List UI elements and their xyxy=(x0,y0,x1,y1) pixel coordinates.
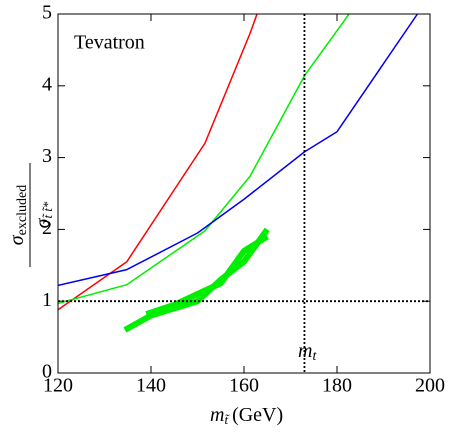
y-tick-label: 1 xyxy=(42,289,52,311)
y-tick-label: 5 xyxy=(42,2,52,24)
series-line xyxy=(123,227,270,333)
series-line xyxy=(145,234,269,317)
annotation-sub: t xyxy=(312,349,317,364)
x-label-unit: (GeV) xyxy=(232,404,283,426)
x-tick-label: 160 xyxy=(229,375,259,397)
series-line xyxy=(58,14,419,287)
x-label-main: m xyxy=(210,404,224,426)
x-tick-label: 140 xyxy=(136,375,166,397)
y-den-sub: t̃ t̃* xyxy=(40,201,55,218)
y-tick-label: 0 xyxy=(42,361,52,383)
y-num-sub: excluded xyxy=(15,185,30,236)
x-tick-label: 120 xyxy=(43,375,73,397)
annotation: mt xyxy=(298,340,317,365)
series-line xyxy=(58,14,350,305)
series-line xyxy=(58,14,258,311)
y-label-denominator: σt̃ t̃* xyxy=(32,201,55,228)
y-den-main: σ xyxy=(32,217,54,228)
annotation: Tevatron xyxy=(74,32,145,54)
y-tick-label: 3 xyxy=(42,145,52,167)
y-label-numerator: σexcluded xyxy=(6,185,31,245)
y-tick-label: 2 xyxy=(42,217,52,239)
y-num-main: σ xyxy=(6,234,28,245)
x-axis-label: mt̃ (GeV) xyxy=(210,404,283,427)
y-axis-label: σexcluded σt̃ t̃* xyxy=(6,163,55,267)
plot-frame xyxy=(57,13,431,374)
x-tick-label: 200 xyxy=(415,375,445,397)
x-label-sub: t̃ xyxy=(224,412,230,427)
x-tick-label: 180 xyxy=(322,375,352,397)
y-tick-label: 4 xyxy=(42,73,52,95)
